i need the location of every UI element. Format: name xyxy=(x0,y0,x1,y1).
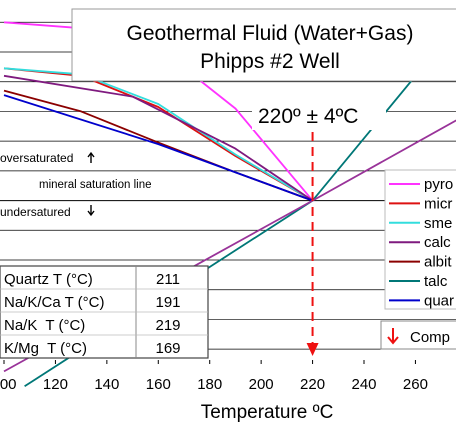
legend-label: calc xyxy=(424,234,451,251)
legend-label: talc xyxy=(424,273,448,290)
x-tick-label: 180 xyxy=(197,376,222,393)
legend-label: albit xyxy=(424,254,452,271)
undersaturated-label: undersatured xyxy=(0,205,71,219)
table-row-label: Na/K T (°C) xyxy=(4,317,85,334)
table-row-label: Quartz T (°C) xyxy=(4,271,93,288)
legend-label: sme xyxy=(424,215,452,232)
x-tick-label: 240 xyxy=(351,376,376,393)
x-tick-label: 140 xyxy=(94,376,119,393)
title-box xyxy=(71,8,456,82)
oversaturated-label: oversaturated xyxy=(0,151,73,165)
x-axis: 100 120 140 160 180 200 220 240 260 xyxy=(0,360,428,393)
x-tick-label: 120 xyxy=(43,376,68,393)
red-arrow-icon xyxy=(387,328,399,345)
chart-title: Geothermal Fluid (Water+Gas) xyxy=(127,22,414,45)
computed-legend-label: Comp xyxy=(410,329,450,346)
legend-label: quar xyxy=(424,292,454,309)
table-row-label: K/Mg T (°C) xyxy=(4,340,87,357)
x-tick-label: 220 xyxy=(300,376,325,393)
legend-box xyxy=(384,169,456,310)
legend-label: pyro xyxy=(424,176,453,193)
x-tick-label: 100 xyxy=(0,376,17,393)
computed-temperature-marker xyxy=(306,132,319,356)
table-row-value: 169 xyxy=(155,340,180,357)
legend: pyro micr sme calc albit talc quar xyxy=(389,176,454,309)
table-row-label: Na/K/Ca T (°C) xyxy=(4,294,104,311)
chart-subtitle: Phipps #2 Well xyxy=(200,50,340,73)
series-line-quartz xyxy=(3,94,313,202)
series-line-smectite xyxy=(3,67,314,202)
table-row-value: 211 xyxy=(156,271,180,288)
up-arrow-icon xyxy=(87,151,95,163)
down-arrow-icon xyxy=(87,205,95,217)
x-tick-label: 200 xyxy=(249,376,274,393)
table-row-value: 191 xyxy=(155,294,180,311)
x-axis-title: Temperature ºC xyxy=(201,402,334,423)
table-row-value: 219 xyxy=(155,317,180,334)
saturation-line-label: mineral saturation line xyxy=(39,179,152,191)
x-tick-label: 260 xyxy=(403,376,428,393)
series-line-calcite xyxy=(3,74,314,202)
geothermometer-table: Quartz T (°C) 211 Na/K/Ca T (°C) 191 Na/… xyxy=(0,265,209,359)
x-tick-label: 160 xyxy=(146,376,171,393)
legend-label: micr xyxy=(424,195,452,212)
computed-temperature-arrow xyxy=(306,343,319,356)
temperature-estimate-label: 220º ± 4ºC xyxy=(258,105,358,128)
